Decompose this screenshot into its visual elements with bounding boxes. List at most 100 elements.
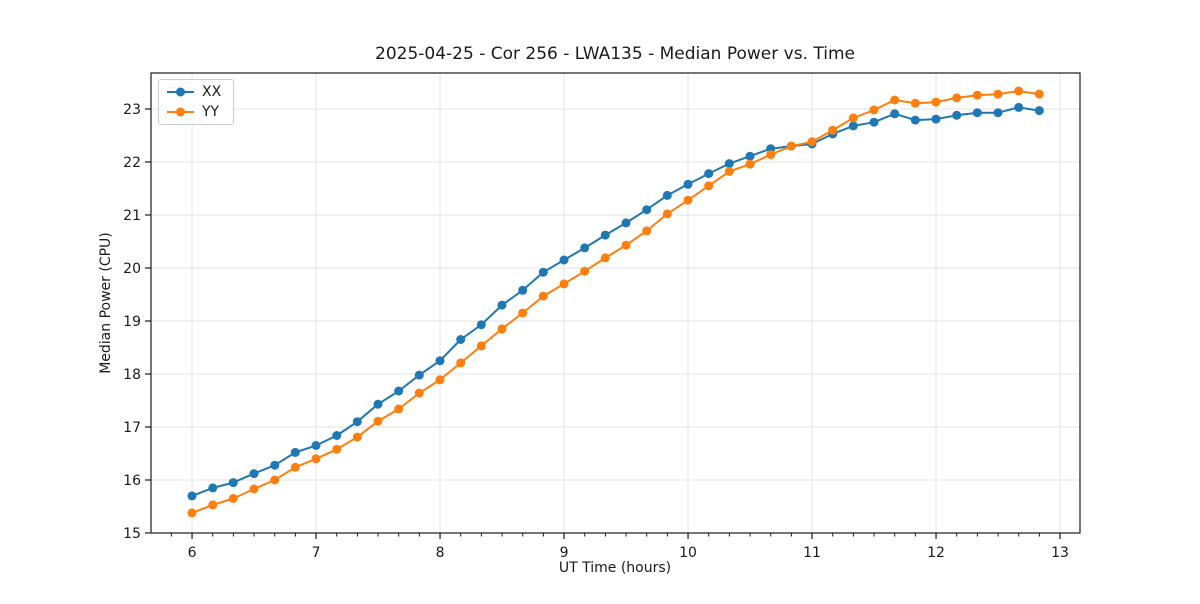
data-point	[311, 441, 321, 450]
data-point	[414, 388, 424, 398]
data-point	[476, 320, 486, 330]
data-point	[745, 159, 755, 169]
chart-title: 2025-04-25 - Cor 256 - LWA135 - Median P…	[375, 44, 855, 64]
data-point	[559, 255, 569, 265]
legend-label-yy: YY	[202, 104, 220, 120]
data-series	[187, 86, 1044, 518]
data-point	[1014, 86, 1024, 96]
data-point	[456, 358, 466, 368]
data-point	[580, 243, 590, 253]
data-point	[352, 417, 362, 427]
plot-border	[150, 72, 1081, 534]
legend-label-xx: XX	[202, 84, 222, 100]
data-point	[290, 447, 300, 457]
data-point	[724, 159, 734, 169]
series-XX-markers	[187, 102, 1044, 501]
data-point	[332, 431, 342, 440]
data-point	[373, 416, 383, 426]
data-point	[332, 444, 342, 454]
data-point	[228, 478, 238, 488]
data-point	[869, 105, 879, 115]
x-tick-label: 8	[436, 545, 445, 561]
y-tick-label: 21	[123, 208, 141, 224]
x-tick-label: 13	[1051, 545, 1069, 561]
data-point	[890, 95, 900, 105]
data-point	[828, 125, 838, 135]
data-point	[786, 141, 796, 151]
data-point	[972, 108, 982, 118]
data-point	[621, 240, 631, 250]
data-point	[600, 230, 610, 240]
data-point	[807, 137, 817, 147]
y-tick-label: 17	[123, 420, 141, 436]
axes: 6 7 8 9 10 11 12 13 15 16 17 18 19 20 21 22 23	[123, 72, 1081, 561]
data-point	[559, 279, 569, 289]
data-point	[1014, 102, 1024, 112]
x-tick-label: 7	[312, 545, 321, 561]
data-point	[848, 121, 858, 131]
data-point	[270, 460, 280, 470]
x-tick-label: 10	[679, 545, 697, 561]
legend-entry-yy: YY	[167, 105, 221, 119]
data-point	[848, 113, 858, 123]
series-YY-line	[191, 90, 1040, 514]
y-tick-label: 20	[123, 261, 141, 277]
y-tick-label: 23	[123, 102, 141, 118]
data-point	[497, 324, 507, 334]
data-point	[869, 117, 879, 127]
data-point	[1034, 89, 1044, 99]
data-point	[476, 341, 486, 351]
gridlines	[151, 73, 1080, 534]
data-point	[311, 454, 321, 464]
data-point	[972, 90, 982, 100]
data-point	[373, 399, 383, 409]
y-tick-label: 18	[123, 367, 141, 383]
data-point	[745, 151, 755, 161]
y-tick-label: 22	[123, 155, 141, 171]
data-point	[910, 98, 920, 108]
data-point	[993, 108, 1003, 118]
data-point	[352, 432, 362, 442]
y-axis-label: Median Power (CPU)	[98, 232, 114, 374]
data-point	[497, 300, 507, 310]
data-point	[890, 109, 900, 119]
x-tick-label: 9	[560, 545, 569, 561]
chart-legend: XX YY	[158, 79, 235, 125]
data-point	[683, 195, 693, 205]
data-point	[952, 110, 962, 120]
data-point	[290, 462, 300, 472]
data-point	[642, 205, 652, 215]
series-XX-line	[191, 106, 1040, 497]
data-point	[435, 356, 445, 366]
data-point	[187, 491, 197, 501]
data-point	[208, 483, 218, 493]
data-point	[414, 370, 424, 380]
data-point	[270, 475, 280, 485]
data-point	[704, 169, 714, 179]
data-point	[952, 93, 962, 103]
data-point	[580, 266, 590, 276]
data-point	[704, 181, 714, 191]
data-point	[683, 179, 693, 189]
data-point	[910, 115, 920, 125]
y-tick-label: 19	[123, 314, 141, 330]
data-point	[228, 494, 238, 503]
data-point	[518, 308, 528, 318]
legend-marker-xx-icon	[167, 87, 194, 97]
data-point	[642, 226, 652, 236]
data-point	[662, 190, 672, 200]
data-point	[766, 150, 776, 160]
data-point	[621, 218, 631, 228]
data-point	[394, 386, 404, 396]
data-point	[518, 285, 528, 295]
data-point	[187, 508, 197, 518]
data-point	[1034, 106, 1044, 116]
x-axis-label: UT Time (hours)	[559, 560, 671, 576]
data-point	[538, 291, 548, 301]
data-point	[600, 253, 610, 263]
legend-marker-yy-icon	[167, 107, 194, 117]
data-point	[394, 404, 404, 414]
series-YY-markers	[187, 86, 1044, 518]
